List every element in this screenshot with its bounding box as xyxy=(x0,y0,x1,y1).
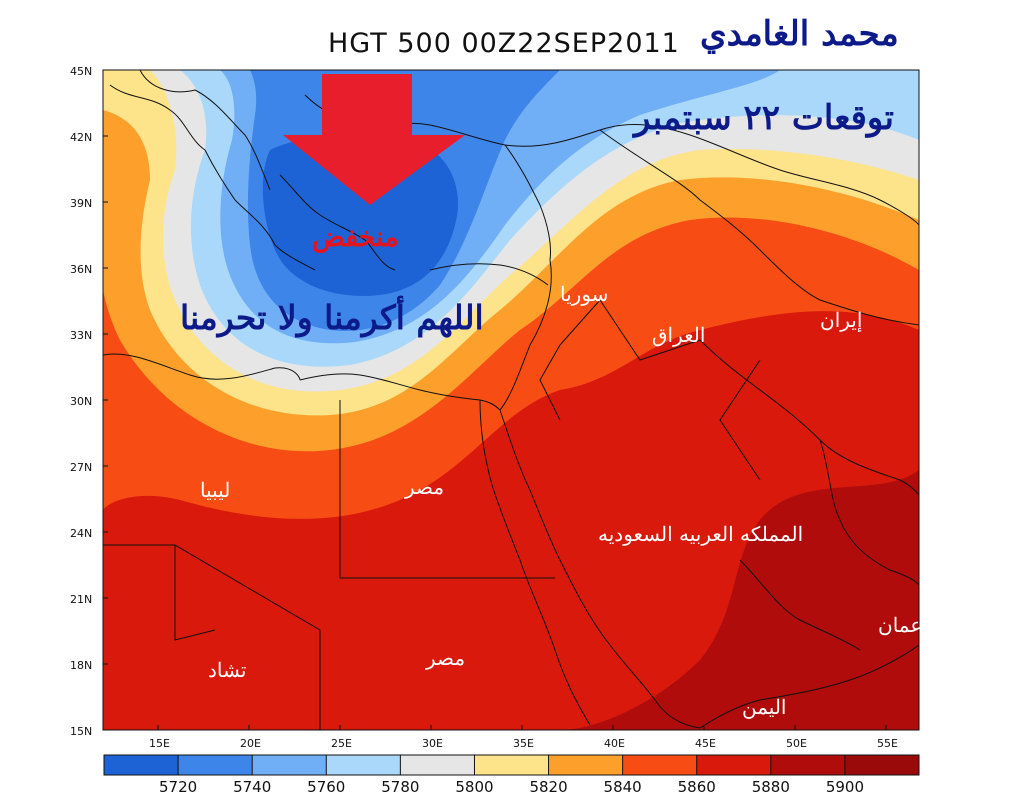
author-name: محمد الغامدي xyxy=(700,14,899,54)
colorbar-label: 5840 xyxy=(604,778,642,796)
lon-label: 50E xyxy=(786,737,807,750)
lat-label: 21N xyxy=(70,593,92,606)
lat-label: 36N xyxy=(70,263,92,276)
colorbar-label: 5900 xyxy=(826,778,864,796)
lon-label: 55E xyxy=(877,737,898,750)
lon-label: 45E xyxy=(695,737,716,750)
colorbar-label: 5760 xyxy=(307,778,345,796)
lon-label: 40E xyxy=(604,737,625,750)
lat-label: 42N xyxy=(70,131,92,144)
latitude-ticks xyxy=(103,135,887,730)
colorbar-label: 5820 xyxy=(529,778,567,796)
colorbar-label: 5860 xyxy=(678,778,716,796)
colorbar-segment xyxy=(696,755,772,775)
longitude-axis: 15E 20E 25E 30E 35E 40E 45E 50E 55E xyxy=(149,737,898,750)
colorbar-frame xyxy=(103,754,920,776)
lon-label: 15E xyxy=(149,737,170,750)
colorbar-label: 5720 xyxy=(159,778,197,796)
country-label-oman: عمان xyxy=(878,613,923,637)
lon-label: 25E xyxy=(331,737,352,750)
lat-label: 18N xyxy=(70,659,92,672)
latitude-axis: 45N 42N 39N 36N 33N 30N 27N 24N 21N 18N … xyxy=(70,65,92,738)
colorbar-segment xyxy=(548,755,624,775)
lat-label: 27N xyxy=(70,461,92,474)
colorbar-segment xyxy=(104,755,179,775)
lat-label: 45N xyxy=(70,65,92,78)
low-pressure-arrow xyxy=(283,74,465,205)
lat-label: 24N xyxy=(70,527,92,540)
lat-label: 30N xyxy=(70,395,92,408)
colorbar-label: 5780 xyxy=(381,778,419,796)
colorbar-label: 5740 xyxy=(233,778,271,796)
low-pressure-label: منخفض xyxy=(312,222,399,253)
country-label-iraq: العراق xyxy=(652,323,706,347)
country-label-yemen: اليمن xyxy=(742,695,787,719)
lat-label: 33N xyxy=(70,329,92,342)
forecast-date-text: توقعات ٢٢ سبتمبر xyxy=(634,98,894,138)
colorbar-label: 5800 xyxy=(455,778,493,796)
colorbar-segment xyxy=(178,755,253,775)
shaded-height-field xyxy=(103,70,919,730)
colorbar-segment xyxy=(474,755,550,775)
country-label-saudi-arabia: المملكه العربيه السعوديه xyxy=(598,522,804,546)
prayer-text: اللهم أكرمنا ولا تحرمنا xyxy=(180,298,484,337)
colorbar-segment xyxy=(252,755,327,775)
colorbar-segment xyxy=(770,755,846,775)
lon-label: 35E xyxy=(513,737,534,750)
country-label-chad: تشاد xyxy=(208,658,247,682)
lon-label: 20E xyxy=(240,737,261,750)
colorbar-segment xyxy=(622,755,698,775)
lat-label: 39N xyxy=(70,197,92,210)
colorbar-segment xyxy=(326,755,401,775)
country-label-libya: ليبيا xyxy=(200,478,231,502)
chart-title: HGT 500 00Z22SEP2011 xyxy=(328,28,680,59)
colorbar-segment xyxy=(400,755,475,775)
country-label-egypt-south: مصر xyxy=(426,646,466,670)
colorbar-segment xyxy=(844,755,920,775)
country-label-egypt-north: مصر xyxy=(405,475,445,499)
lon-label: 30E xyxy=(422,737,443,750)
colorbar-label: 5880 xyxy=(752,778,790,796)
lat-label: 15N xyxy=(70,725,92,738)
country-label-syria: سوريا xyxy=(560,282,609,306)
colorbar: 5720 5740 5760 5780 5800 5820 5840 5860 5880 5900 xyxy=(103,754,920,796)
country-label-iran: إيران xyxy=(820,308,863,332)
